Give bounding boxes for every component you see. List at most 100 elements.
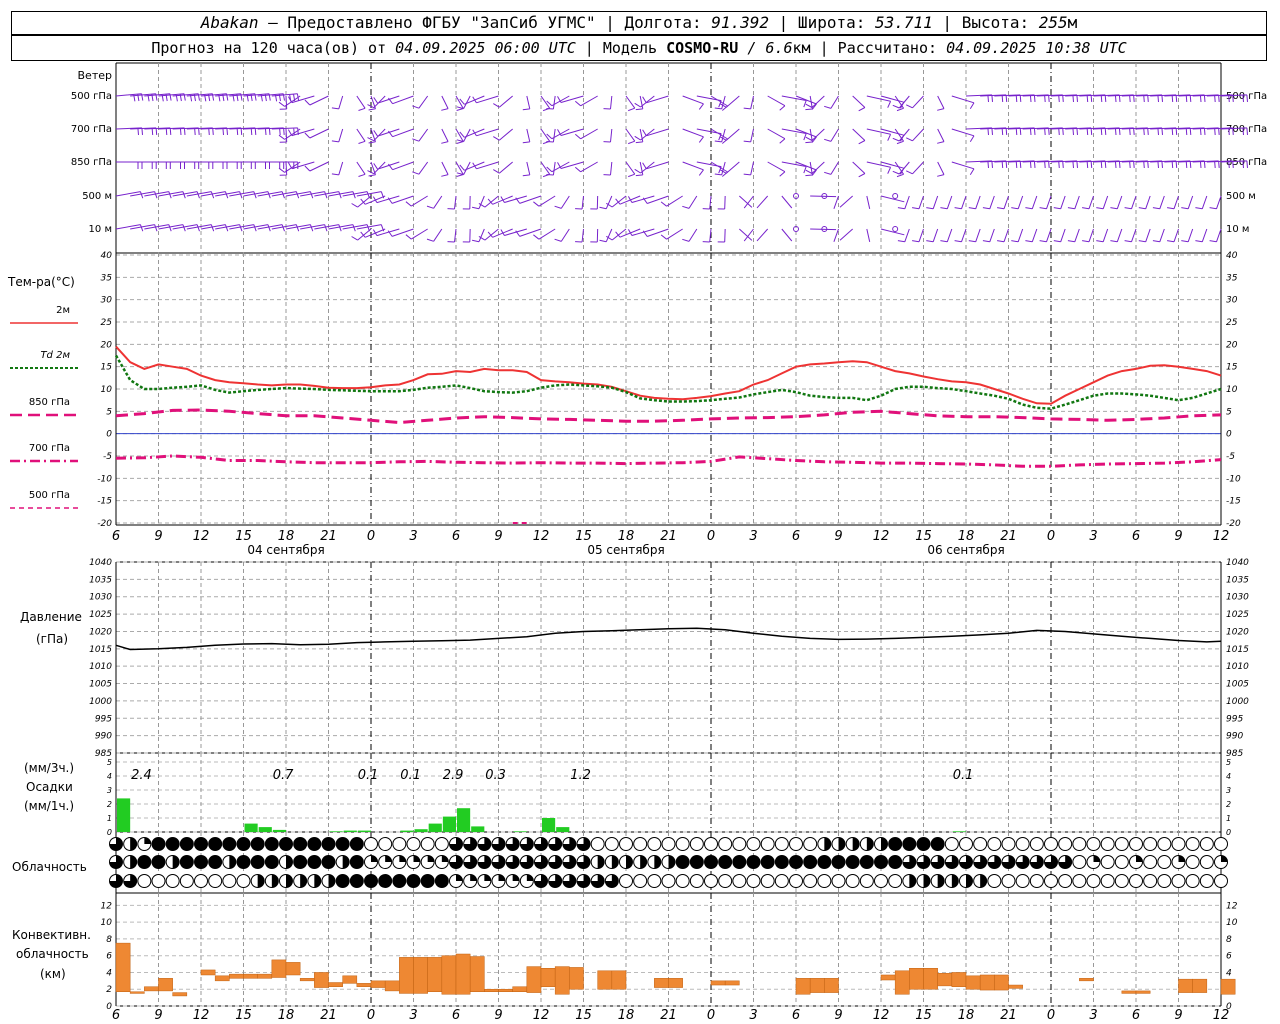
wind-barb [412,128,429,142]
cloud-cover-fill [577,855,590,869]
time-tick-label: 9 [494,529,502,544]
cloud-cover-fill [286,855,293,869]
wind-barb [186,224,215,232]
wind-barb [1167,228,1179,243]
cloud-cover-icon [364,874,378,888]
wind-barb [682,195,698,209]
cloud-cover-fill [1136,855,1143,862]
conv-cloud-bar [342,975,358,984]
wind-barb [500,228,527,236]
cloud-cover-icon [746,837,761,851]
wind-barb [472,95,499,104]
cloud-cover-fill [1178,855,1185,862]
wind-barb [487,195,513,205]
wind-barb [426,228,443,242]
wind-barb [833,195,839,209]
conv-cloud-bar [299,978,315,982]
cloud-cover-icon [250,855,265,869]
pressure-line [115,627,1222,651]
cloud-cover-icon [987,874,1002,888]
wind-barb [1181,195,1194,210]
time-tick-label: 21 [320,529,337,544]
latitude-value: 53.711 [875,13,933,32]
wind-barb [1065,94,1093,103]
wind-barb [455,161,464,177]
conv-cloud-bar [1135,990,1151,994]
wind-barb [314,191,342,199]
cloud-cover-icon [604,837,619,851]
precip-bar [414,829,428,832]
wind-barb [625,128,636,145]
conv-cloud-bar [795,978,811,995]
wind-barb [982,195,995,210]
wind-barb [866,161,892,174]
wind-barb [810,195,837,198]
wind-barb [894,95,905,112]
cloud-cover-fill [130,855,137,869]
cloud-cover-icon [732,837,747,851]
cloud-cover-icon [803,837,818,851]
wind-barb [367,128,386,142]
cloud-cover-icon [151,874,166,888]
wind-barb [574,161,598,173]
wind-barb [717,195,726,210]
cloud-cover-icon [661,837,676,851]
wind-barb [462,228,471,243]
cloud-cover-icon [264,837,279,851]
wind-barb [493,95,513,108]
wind-barb [1138,228,1151,243]
time-tick-label: 6 [112,529,120,544]
wind-level-label: 500 м [82,191,112,202]
cloud-cover-fill [109,837,123,851]
forecast-start: 04.09.2025 06:00 UTC [395,39,576,57]
wind-barb [172,93,200,102]
wind-barb [767,128,786,144]
wind-barb [574,95,598,107]
wind-barb [351,228,372,241]
pressure-panel-title: Давление [20,610,82,624]
wind-barb [500,195,527,203]
wind-barb [304,161,329,172]
wind-barb [456,128,471,143]
cloud-cover-icon [1114,874,1129,888]
wind-barb [328,224,356,232]
temp-series-line [115,345,1222,405]
conv-cloud-bar [384,980,400,992]
calm-wind-icon [793,193,799,199]
cloud-cover-icon [1214,837,1228,851]
forecast-header: Прогноз на 120 часа(ов) от 04.09.2025 06… [11,35,1267,61]
altitude-unit: м [1067,13,1078,32]
wind-barb [1022,94,1050,103]
wind-barb [1152,228,1165,243]
wind-barb [635,128,644,144]
conv-cloud-bar [1079,978,1094,982]
cloud-cover-icon [434,874,449,888]
cloud-cover-icon [208,874,223,888]
cloud-cover-icon [704,874,718,888]
model-label: | Модель [575,39,667,57]
wind-barb [278,161,301,173]
cloud-cover-icon [987,837,1002,851]
cloud-cover-fill [959,855,973,869]
cloud-cover-fill [548,874,562,888]
cloud-cover-icon [647,837,662,851]
cloud-cover-icon [619,837,633,851]
wind-barb [756,195,769,209]
cloud-cover-icon [1072,837,1087,851]
conv-cloud-bar [569,967,584,990]
wind-barb [287,95,315,104]
precip-total-label: 2.9 [443,768,464,783]
cloud-cover-icon [859,855,874,869]
cloud-cover-icon [151,837,166,851]
wind-barb [635,95,644,111]
conv-cloud-bar [285,962,301,976]
wind-barb [781,128,807,141]
wind-barb [522,128,531,144]
cloud-cover-fill [534,837,548,851]
wind-barb [968,228,981,243]
wind-barb [805,128,825,141]
precip-bar [400,830,414,832]
cloud-cover-icon [335,837,350,851]
wind-barb [852,161,866,178]
cloud-cover-icon [208,855,223,869]
